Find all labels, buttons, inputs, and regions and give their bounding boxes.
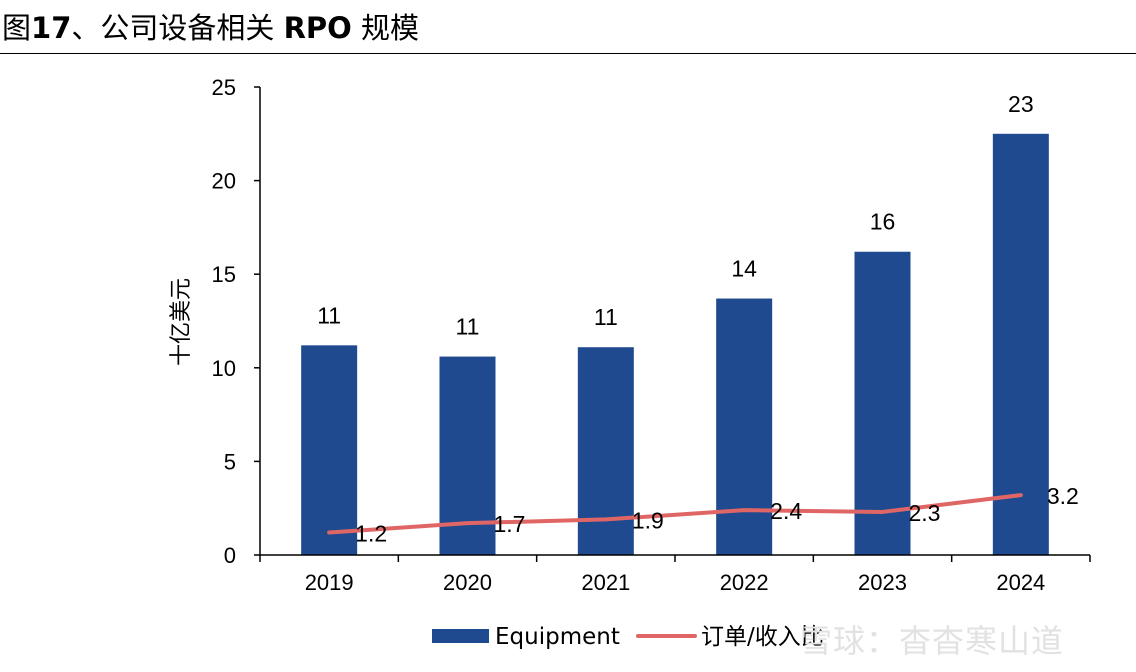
bar-2023 [854,251,911,555]
bar-2019 [301,345,358,555]
bar-label-2024: 23 [1008,91,1034,117]
title-prefix: 图 [2,11,32,45]
title-mid: 、公司设备相关 [71,11,284,45]
bar-label-2023: 16 [870,209,896,235]
bar-label-2019: 11 [317,302,341,328]
x-tick-label-2021: 2021 [581,570,630,595]
bar-2024 [992,133,1049,556]
y-tick-label-5: 5 [224,449,236,474]
bar-label-2020: 11 [456,314,480,340]
bar-series-equipment [301,133,1049,556]
title-suffix: 规模 [351,11,420,45]
line-label-2019: 1.2 [355,521,387,547]
bar-2022 [716,298,773,555]
y-tick-label-0: 0 [224,543,236,568]
line-label-2022: 2.4 [770,498,802,524]
line-label-2021: 1.9 [632,507,664,533]
watermark: 雪球：杳杳寒山道 [800,622,1065,660]
y-tick-label-20: 20 [212,169,236,194]
x-tick-label-2022: 2022 [720,570,769,595]
y-tick-label-25: 25 [212,75,236,100]
y-tick-label-10: 10 [212,356,236,381]
bar-label-2021: 11 [594,304,618,330]
legend-label-equipment: Equipment [495,624,620,650]
bar-label-2022: 14 [731,256,757,282]
line-series-ratio [327,493,1023,535]
title-number: 17 [31,11,72,45]
line-label-2023: 2.3 [909,500,941,526]
legend-swatch-equipment [432,629,489,643]
axes: 0 5 10 15 20 25 2019 2020 2021 2022 2023 2024 [212,75,1091,595]
x-tick-label-2019: 2019 [305,570,354,595]
x-tick-label-2024: 2024 [996,570,1045,595]
ratio-line [327,493,1023,535]
y-axis-label: 十亿美元 [168,278,193,366]
y-tick-label-15: 15 [212,262,236,287]
x-tick-label-2020: 2020 [443,570,492,595]
title-bold: RPO [283,11,352,45]
legend-label-ratio: 订单/收入比 [701,624,824,650]
chart-title: 图17、公司设备相关 RPO 规模 [2,10,419,46]
data-labels: 11 11 11 14 16 23 1.2 1.7 1.9 2.4 2.3 3.2 [317,91,1079,547]
title-bar: 图17、公司设备相关 RPO 规模 [0,0,1136,54]
line-label-2024: 3.2 [1047,483,1079,509]
bar-2021 [577,347,634,555]
x-tick-label-2023: 2023 [858,570,907,595]
line-label-2020: 1.7 [494,511,526,537]
legend: Equipment 订单/收入比 [432,624,824,650]
